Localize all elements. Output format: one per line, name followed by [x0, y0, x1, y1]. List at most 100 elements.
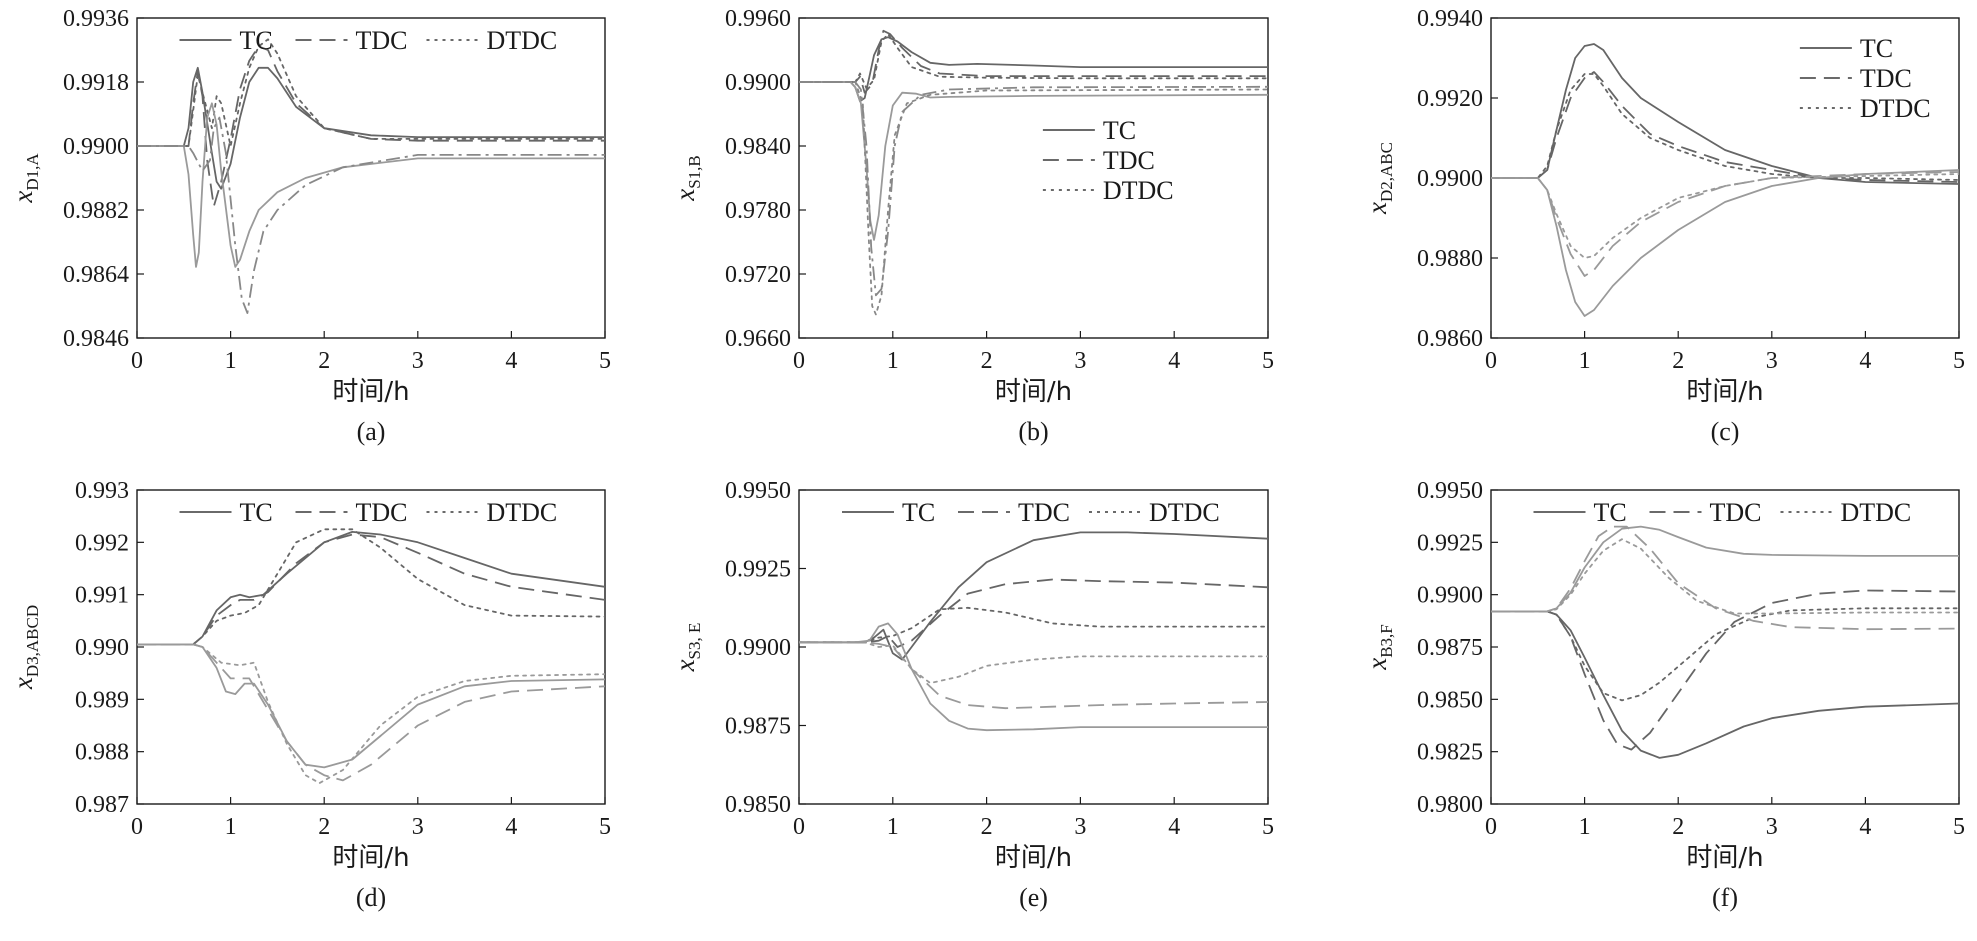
- x-tick-label: 2: [981, 348, 993, 374]
- y-tick-label: 0.990: [75, 635, 129, 661]
- x-axis-label: 时间/h: [1686, 377, 1763, 407]
- y-tick-label: 0.992: [75, 530, 129, 556]
- plot-frame: [798, 489, 1269, 805]
- x-tick-label: 5: [1953, 348, 1965, 374]
- series-line: [137, 531, 605, 646]
- series-line: [1491, 43, 1959, 185]
- chart-panel-d: 0 1 2 3 4 5 0.987 0.988 0.989 0.990 0.991 0.992 0.99…: [8, 478, 611, 912]
- plot-frame: [1490, 489, 1960, 805]
- y-tick-label: 0.9918: [63, 70, 129, 96]
- legend-label: TDC: [1710, 498, 1762, 527]
- series-line: [137, 116, 605, 314]
- x-tick-label: 4: [1859, 814, 1871, 840]
- legend-label: TDC: [1103, 146, 1155, 175]
- series-line: [1491, 171, 1959, 277]
- series-line: [799, 33, 1268, 90]
- x-tick-label: 2: [981, 814, 993, 840]
- x-axis-label: 时间/h: [1686, 843, 1763, 873]
- y-tick-label: 0.9900: [725, 635, 791, 661]
- series-line: [1491, 607, 1959, 702]
- y-axis-label: xS3, E: [670, 623, 704, 673]
- series-group: [1491, 525, 1959, 759]
- series-line: [799, 578, 1268, 648]
- legend-label: DTDC: [487, 498, 558, 527]
- legend-label: TDC: [356, 26, 408, 55]
- x-axis-label: 时间/h: [995, 377, 1072, 407]
- y-axis-label: xD1,A: [8, 153, 42, 204]
- series-line: [137, 38, 605, 147]
- x-axis-label: 时间/h: [995, 843, 1072, 873]
- series-line: [799, 641, 1268, 710]
- legend-label: TC: [240, 26, 273, 55]
- chart-panel-a: 0 1 2 3 4 5 0.9846 0.9864 0.9882 0.9900 0.9918 0.99…: [8, 6, 611, 446]
- panel-caption: (a): [357, 417, 386, 446]
- y-tick-label: 0.987: [75, 792, 129, 818]
- x-tick-label: 4: [1859, 348, 1871, 374]
- series-group: [799, 531, 1268, 732]
- series-line: [1491, 610, 1959, 759]
- x-axis-label: 时间/h: [332, 377, 409, 407]
- series-line: [799, 622, 1268, 732]
- x-tick-label: 0: [131, 348, 143, 374]
- plot-frame: [136, 17, 606, 339]
- legend-label: TC: [902, 498, 935, 527]
- x-tick-label: 1: [1579, 814, 1591, 840]
- legend-label: TDC: [1860, 64, 1912, 93]
- series-line: [137, 528, 605, 646]
- y-tick-label: 0.9900: [1417, 583, 1483, 609]
- x-tick-label: 4: [1168, 348, 1180, 374]
- legend-label: DTDC: [1860, 94, 1931, 123]
- y-tick-label: 0.9900: [63, 134, 129, 160]
- series-line: [1491, 73, 1959, 181]
- series-line: [1491, 525, 1959, 613]
- legend-label: DTDC: [1149, 498, 1220, 527]
- x-tick-label: 3: [1766, 814, 1778, 840]
- x-tick-label: 1: [887, 348, 899, 374]
- x-tick-label: 2: [1672, 814, 1684, 840]
- y-tick-label: 0.9925: [725, 557, 791, 583]
- series-line: [1491, 169, 1959, 317]
- panel-caption: (b): [1018, 417, 1048, 446]
- y-tick-label: 0.9860: [1417, 326, 1483, 352]
- legend-label: TC: [1860, 34, 1893, 63]
- series-line: [1491, 525, 1959, 631]
- y-tick-label: 0.9880: [1417, 246, 1483, 272]
- x-tick-label: 4: [505, 348, 517, 374]
- x-tick-label: 4: [505, 814, 517, 840]
- series-line: [799, 641, 1268, 684]
- series-group: [137, 528, 605, 784]
- x-tick-label: 3: [1074, 348, 1086, 374]
- y-tick-label: 0.9875: [725, 714, 791, 740]
- series-line: [799, 81, 1268, 241]
- y-tick-label: 0.9882: [63, 198, 129, 224]
- panel-caption: (e): [1019, 883, 1048, 912]
- series-line: [799, 81, 1268, 316]
- x-tick-label: 1: [225, 348, 237, 374]
- y-tick-label: 0.9864: [63, 262, 129, 288]
- legend-label: DTDC: [487, 26, 558, 55]
- series-group: [799, 29, 1268, 316]
- y-tick-label: 0.9850: [725, 792, 791, 818]
- series-line: [799, 531, 1268, 661]
- y-tick-label: 0.9840: [725, 134, 791, 160]
- legend-label: DTDC: [1841, 498, 1912, 527]
- series-line: [1491, 71, 1959, 183]
- y-tick-label: 0.9940: [1417, 6, 1483, 32]
- legend-label: TDC: [356, 498, 408, 527]
- legend-label: TC: [1103, 116, 1136, 145]
- y-tick-label: 0.9875: [1417, 635, 1483, 661]
- x-axis-label: 时间/h: [332, 843, 409, 873]
- y-axis-label: xB3,F: [1362, 624, 1396, 671]
- y-tick-label: 0.9825: [1417, 740, 1483, 766]
- x-tick-label: 2: [1672, 348, 1684, 374]
- x-tick-label: 5: [599, 814, 611, 840]
- plot-frame: [798, 17, 1269, 339]
- x-tick-label: 3: [412, 814, 424, 840]
- series-line: [137, 643, 605, 782]
- x-tick-label: 2: [318, 348, 330, 374]
